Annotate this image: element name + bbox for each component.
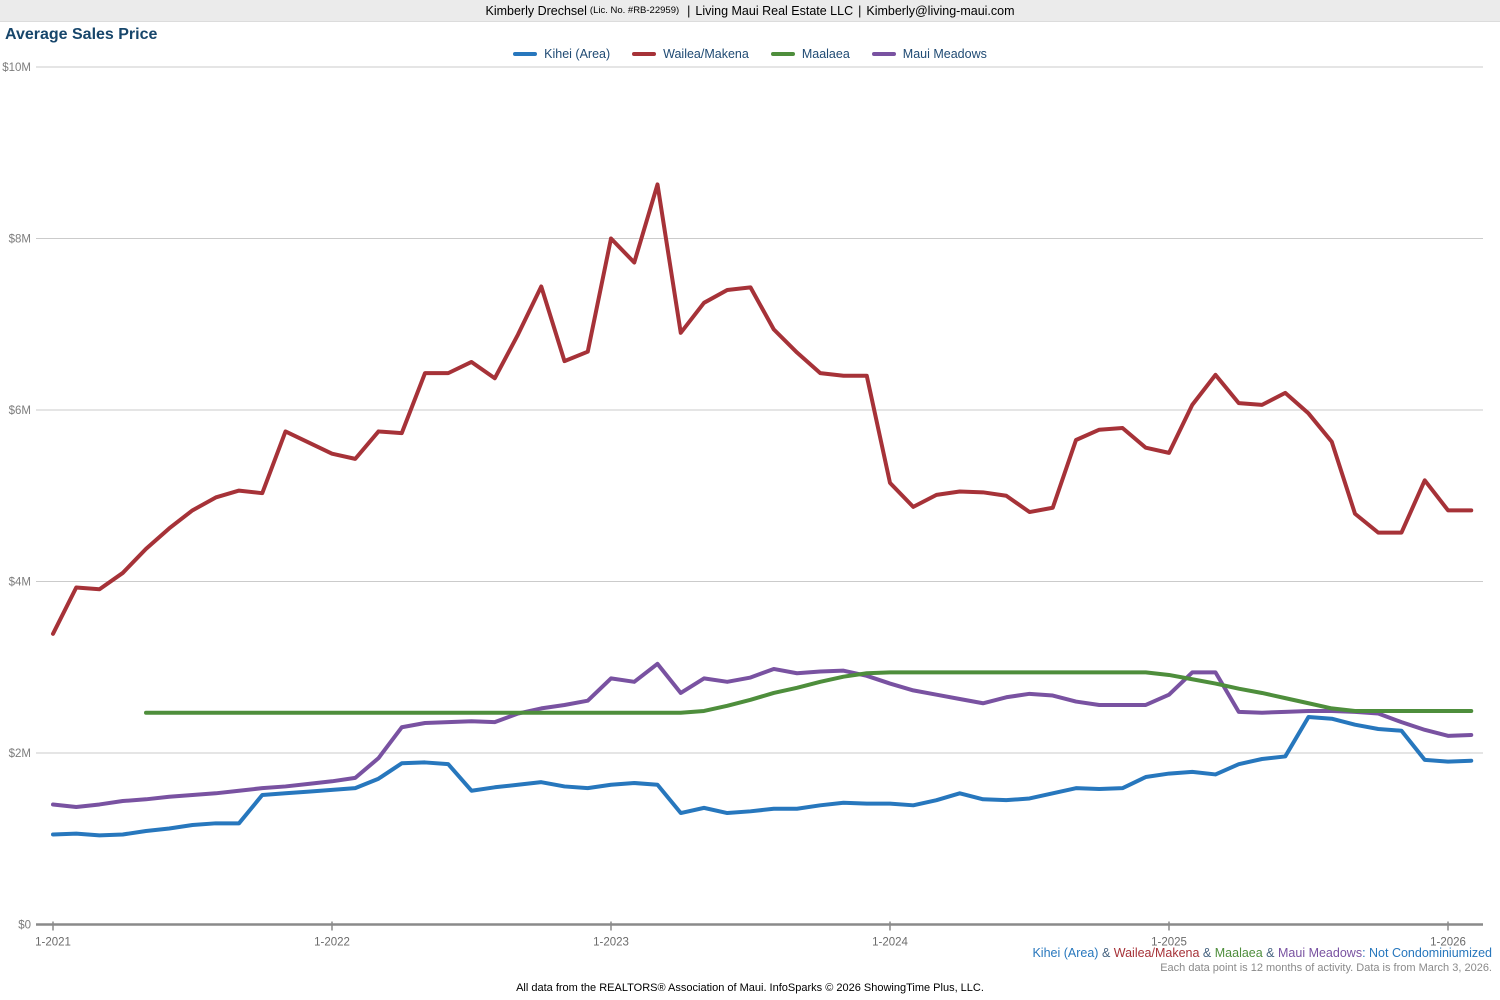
y-axis-tick-label: $6M [9,405,31,417]
footnote-data-note: Each data point is 12 months of activity… [1160,962,1492,974]
chart-footnotes: Kihei (Area) & Wailea/Makena & Maalaea &… [1032,946,1492,976]
y-axis-tick-label: $10M [2,62,31,74]
legend-item-kihei-area[interactable]: Kihei (Area) [513,47,610,61]
legend-item-maalaea[interactable]: Maalaea [770,47,850,61]
x-axis-tick-label: 1-2021 [35,937,71,949]
x-axis-tick-label: 1-2023 [593,937,629,949]
data-attribution: All data from the REALTORS® Association … [516,982,984,994]
y-axis-tick-label: $2M [9,748,31,760]
x-axis-tick-label: 1-2025 [1151,937,1187,949]
series-line-maalaea [144,670,1474,715]
legend-item-wailea-makena[interactable]: Wailea/Makena [632,47,749,61]
footnote-ampersand: & [1098,946,1114,960]
x-axis-tick-label: 1-2026 [1430,937,1466,949]
x-axis-tick-label: 1-2022 [314,937,350,949]
legend-label: Maui Meadows [902,47,987,61]
legend-swatch-icon [770,51,795,57]
series-line-kihei-area [51,714,1474,838]
agent-license: (Lic. No. #RB-22959) [589,5,680,16]
legend-label: Kihei (Area) [544,47,611,61]
header-separator: | [858,3,862,18]
chart-legend: Kihei (Area) Wailea/Makena Maalaea Maui Mea… [0,47,1500,61]
y-axis-tick-label: $8M [9,234,31,246]
header-separator: | [687,3,691,18]
legend-swatch-icon [513,51,538,57]
footnote-series-name: Kihei (Area) [1032,946,1099,960]
legend-label: Maalaea [801,47,850,61]
chart-title: Average Sales Price [5,26,158,43]
legend-label: Wailea/Makena [663,47,749,61]
y-axis-tick-label: $4M [9,577,31,589]
footnote-series-name: Maui Meadows [1278,946,1363,960]
legend-item-maui-meadows[interactable]: Maui Meadows [871,47,987,61]
agent-header-bar: Kimberly Drechsel (Lic. No. #RB-22959) |… [0,0,1500,22]
legend-swatch-icon [871,51,896,57]
series-line-wailea-makena [51,182,1474,636]
footnote-series-name: Wailea/Makena [1113,946,1200,960]
x-axis-tick-label: 1-2024 [872,937,908,949]
agent-name: Kimberly Drechsel [485,3,587,18]
footnote-ampersand: & [1199,946,1215,960]
series-line-maui-meadows [51,661,1474,810]
footnote-suffix: : Not Condominiumized [1362,946,1492,960]
legend-swatch-icon [632,51,657,57]
footnote-series-name: Maalaea [1214,946,1263,960]
agent-email: Kimberly@living-maui.com [866,3,1015,18]
footnote-series-line: Kihei (Area) & Wailea/Makena & Maalaea &… [1032,946,1492,961]
y-axis-tick-label: $0 [18,920,31,932]
agent-company: Living Maui Real Estate LLC [695,3,854,18]
footnote-ampersand: & [1262,946,1278,960]
